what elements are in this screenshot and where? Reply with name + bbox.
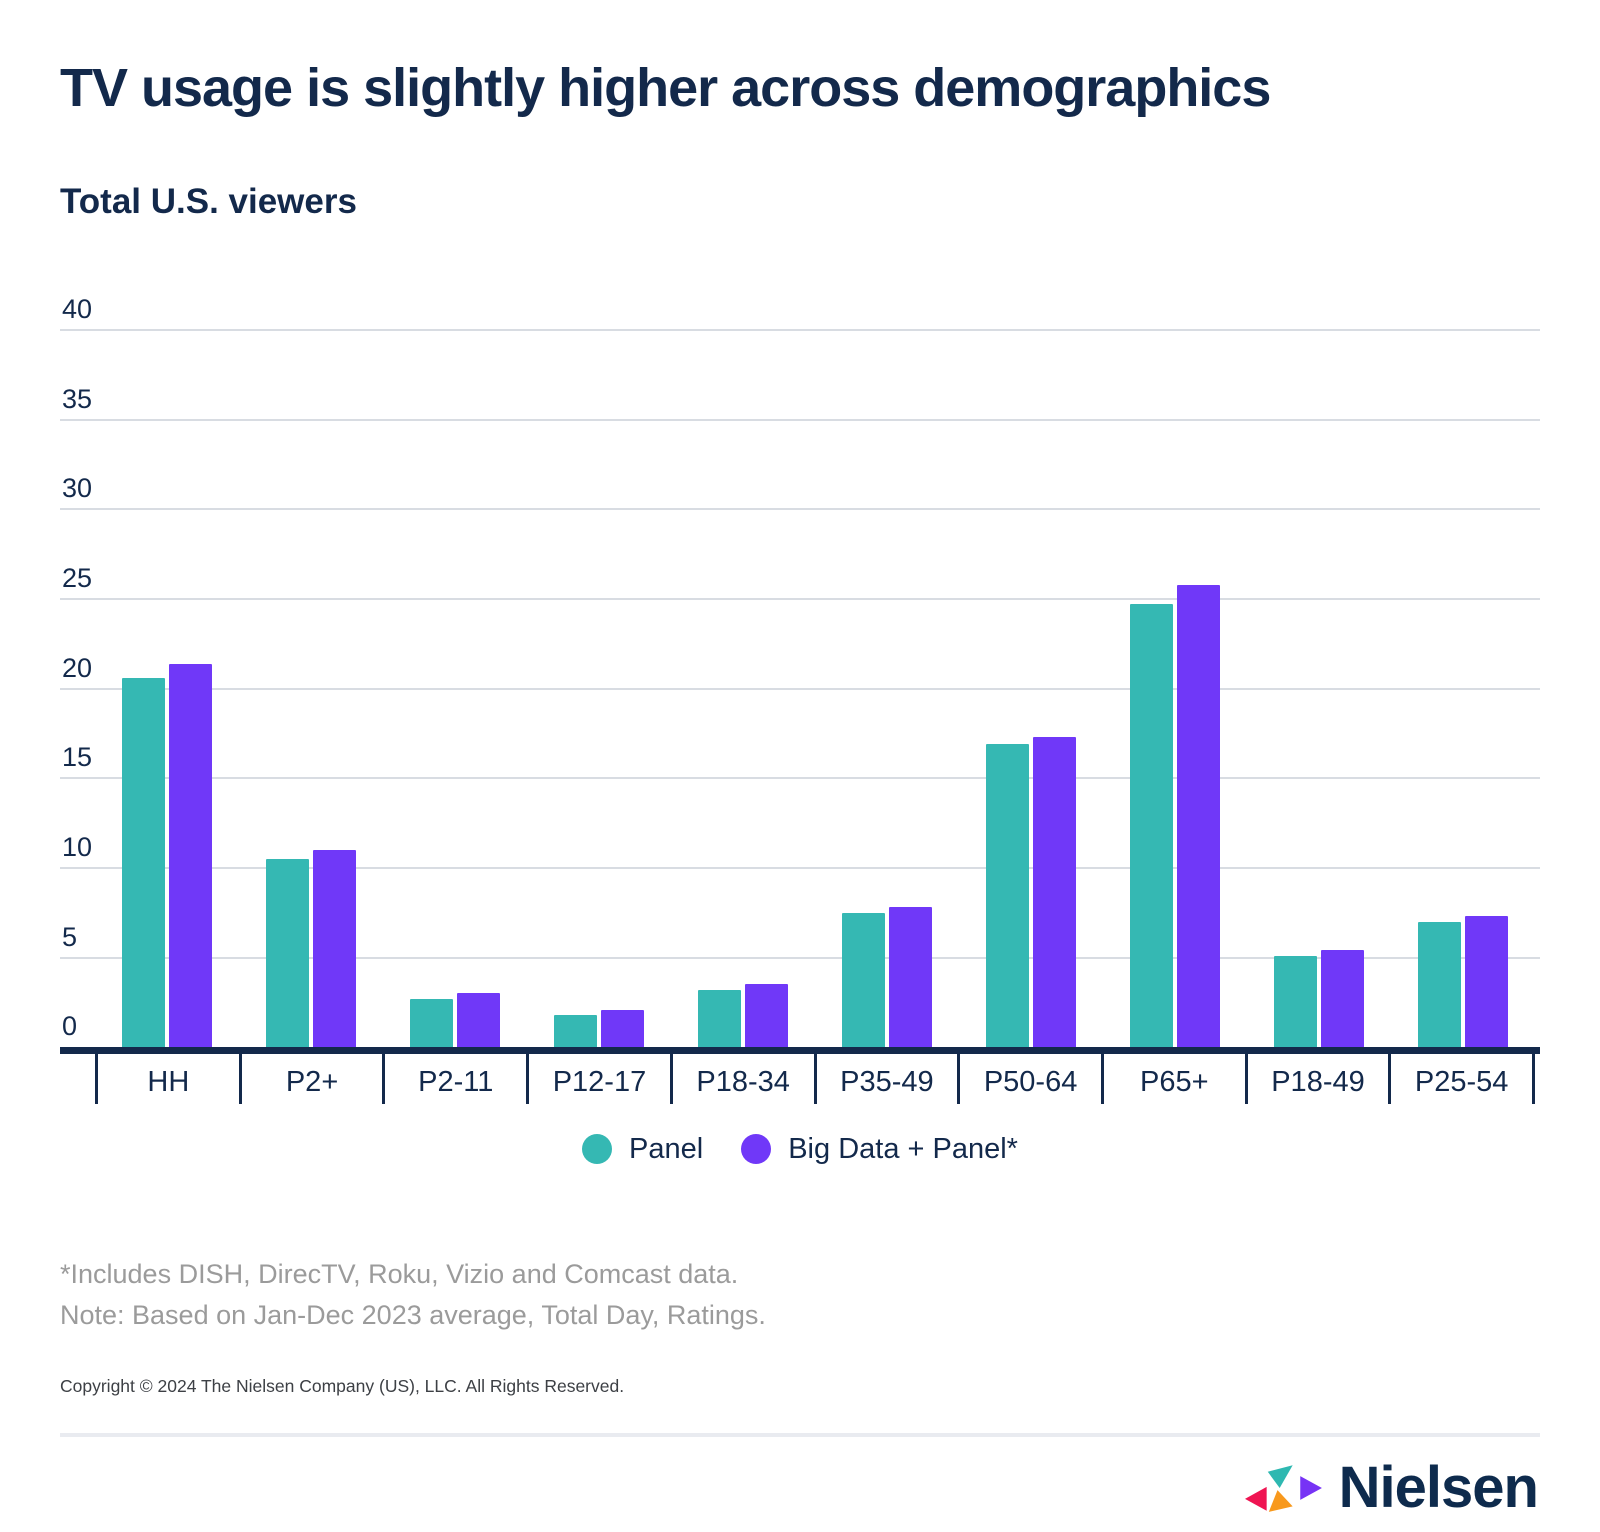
chart-subtitle: Total U.S. viewers bbox=[60, 181, 357, 221]
bar-group-hh bbox=[95, 291, 239, 1048]
gridline-y-35 bbox=[60, 418, 1540, 421]
gridline-y-30 bbox=[60, 508, 1540, 511]
bar-group-p2+ bbox=[239, 291, 383, 1048]
x-axis-label-p25-54: P25-54 bbox=[1388, 1054, 1536, 1105]
bar-group-p18-34 bbox=[671, 291, 815, 1048]
bar-group-p12-17 bbox=[527, 291, 671, 1048]
bar-big-data-panel--p25-54 bbox=[1465, 916, 1508, 1048]
y-axis-tick-20: 20 bbox=[62, 652, 93, 683]
bar-panel-p18-49 bbox=[1274, 955, 1317, 1048]
logo-triangle-left-icon bbox=[1244, 1487, 1267, 1511]
bar-big-data-panel--p50-64 bbox=[1033, 737, 1076, 1048]
bar-panel-hh bbox=[122, 677, 165, 1048]
bar-panel-p25-54 bbox=[1418, 921, 1461, 1048]
footnote-note: Note: Based on Jan-Dec 2023 average, Tot… bbox=[60, 1300, 766, 1331]
gridline-y-25 bbox=[60, 598, 1540, 601]
gridline-y-15 bbox=[60, 777, 1540, 780]
legend-item-purple: Big Data + Panel* bbox=[741, 1133, 1018, 1166]
bar-big-data-panel--hh bbox=[169, 663, 212, 1048]
bar-group-p2-11 bbox=[383, 291, 527, 1048]
bar-group-p50-64 bbox=[959, 291, 1103, 1048]
bar-big-data-panel--p12-17 bbox=[601, 1009, 644, 1048]
gridline-y-5 bbox=[60, 956, 1540, 959]
x-axis-label-p12-17: P12-17 bbox=[526, 1054, 670, 1105]
bar-group-p65+ bbox=[1103, 291, 1247, 1048]
y-axis-tick-35: 35 bbox=[62, 383, 93, 414]
bar-big-data-panel--p35-49 bbox=[889, 907, 932, 1048]
y-axis-tick-40: 40 bbox=[62, 294, 93, 325]
y-axis-tick-15: 15 bbox=[62, 742, 93, 773]
bar-big-data-panel--p2+ bbox=[313, 850, 356, 1048]
logo-triangle-bottom-icon bbox=[1268, 1490, 1293, 1513]
bar-panel-p50-64 bbox=[986, 744, 1029, 1048]
bar-panel-p65+ bbox=[1130, 604, 1173, 1048]
gridline-y-10 bbox=[60, 866, 1540, 869]
bar-big-data-panel--p65+ bbox=[1177, 584, 1220, 1048]
y-axis-tick-30: 30 bbox=[62, 473, 93, 504]
x-axis-label-p2+: P2+ bbox=[238, 1054, 383, 1105]
y-axis-tick-10: 10 bbox=[62, 831, 93, 862]
bar-group-p35-49 bbox=[815, 291, 959, 1048]
x-axis-label-p35-49: P35-49 bbox=[813, 1054, 958, 1105]
copyright-text: Copyright © 2024 The Nielsen Company (US… bbox=[60, 1376, 625, 1397]
legend-item-teal: Panel bbox=[582, 1133, 703, 1166]
nielsen-wordmark: Nielsen bbox=[1338, 1455, 1539, 1521]
footnotes: *Includes DISH, DirecTV, Roku, Vizio and… bbox=[60, 1254, 1540, 1336]
bar-panel-p18-34 bbox=[698, 989, 741, 1048]
bar-panel-p35-49 bbox=[842, 912, 885, 1048]
chart-legend: Panel Big Data + Panel* bbox=[60, 1128, 1540, 1170]
footer-divider bbox=[60, 1433, 1540, 1438]
legend-dot-teal-icon bbox=[582, 1134, 613, 1165]
y-axis-tick-0: 0 bbox=[62, 1011, 78, 1042]
y-axis-tick-5: 5 bbox=[62, 921, 78, 952]
footer-logo-row: Nielsen bbox=[60, 1459, 1540, 1517]
x-axis-label-p18-34: P18-34 bbox=[669, 1054, 814, 1105]
logo-triangle-right-icon bbox=[1299, 1476, 1322, 1501]
bar-group-p25-54 bbox=[1391, 291, 1535, 1048]
y-axis-tick-25: 25 bbox=[62, 563, 93, 594]
plot-area: 0 5 10 15 20 25 30 35 40 bbox=[60, 291, 1540, 1055]
legend-label-purple: Big Data + Panel* bbox=[788, 1132, 1018, 1165]
bar-panel-p12-17 bbox=[554, 1014, 597, 1048]
gridline-y-40 bbox=[60, 329, 1540, 332]
bar-panel-p2-11 bbox=[410, 998, 453, 1048]
bar-chart: 0 5 10 15 20 25 30 35 40 HH P2+ P2-11 P12-17 P18-34 P… bbox=[60, 291, 1540, 1170]
bar-big-data-panel--p18-34 bbox=[745, 984, 788, 1048]
logo-triangle-top-icon bbox=[1267, 1465, 1293, 1489]
legend-dot-purple-icon bbox=[741, 1134, 772, 1165]
bars-layer bbox=[95, 291, 1535, 1048]
x-axis-label-row: HH P2+ P2-11 P12-17 P18-34 P35-49 P50-64 P65+ P1… bbox=[95, 1054, 1536, 1105]
x-axis-label-p2-11: P2-11 bbox=[382, 1054, 526, 1105]
bar-panel-p2+ bbox=[266, 858, 309, 1048]
footnote-asterisk: *Includes DISH, DirecTV, Roku, Vizio and… bbox=[60, 1259, 739, 1290]
legend-label-teal: Panel bbox=[629, 1132, 704, 1165]
bar-big-data-panel--p18-49 bbox=[1321, 950, 1364, 1048]
nielsen-logomark-icon bbox=[1244, 1465, 1322, 1513]
x-axis-label-p65+: P65+ bbox=[1100, 1054, 1245, 1105]
x-axis-label-hh: HH bbox=[95, 1054, 239, 1105]
x-axis-label-p50-64: P50-64 bbox=[957, 1054, 1101, 1105]
bar-group-p18-49 bbox=[1247, 291, 1391, 1048]
x-axis-line bbox=[60, 1047, 1540, 1055]
gridline-y-20 bbox=[60, 687, 1540, 690]
page-title: TV usage is slightly higher across demog… bbox=[60, 58, 1271, 118]
bar-big-data-panel--p2-11 bbox=[457, 993, 500, 1048]
x-axis-label-p18-49: P18-49 bbox=[1244, 1054, 1389, 1105]
